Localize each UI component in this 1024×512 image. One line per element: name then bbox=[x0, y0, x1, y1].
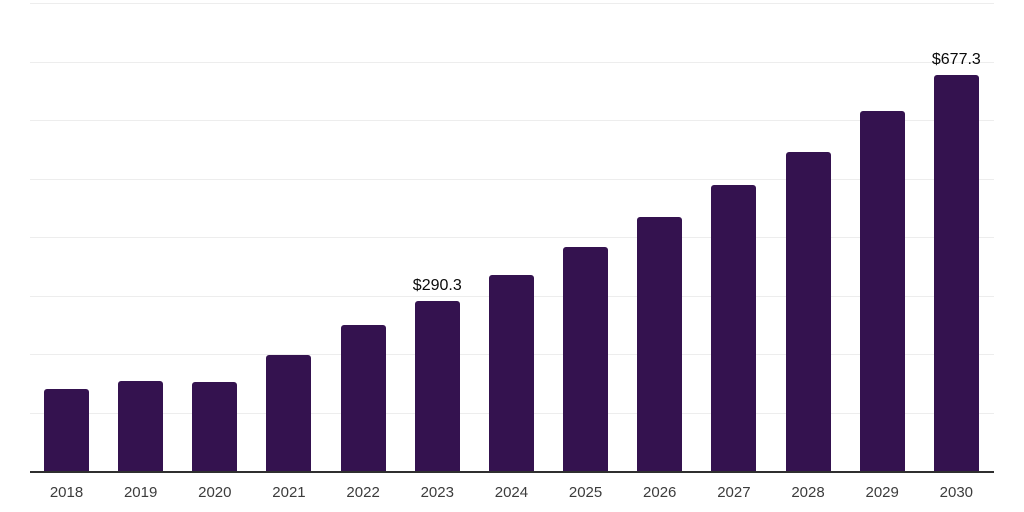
x-tick-label-2021: 2021 bbox=[272, 484, 306, 501]
gridline-600 bbox=[30, 120, 994, 121]
x-tick-label-2027: 2027 bbox=[717, 484, 751, 501]
bar-2021[interactable] bbox=[266, 355, 312, 471]
x-tick-label-2030: 2030 bbox=[939, 484, 974, 501]
x-tick-label-2023: 2023 bbox=[420, 484, 454, 501]
bar-2018[interactable] bbox=[44, 388, 89, 471]
bar-2028[interactable] bbox=[785, 152, 831, 471]
gridline-500 bbox=[30, 178, 994, 180]
bar-2023[interactable] bbox=[414, 301, 460, 471]
gridline-700 bbox=[30, 61, 994, 63]
data-label-2023: $290.3 bbox=[412, 277, 462, 295]
bar-2022[interactable] bbox=[340, 324, 386, 471]
x-tick-label-2022: 2022 bbox=[346, 484, 380, 501]
bar-2020[interactable] bbox=[192, 381, 238, 471]
bar-2030[interactable] bbox=[933, 74, 979, 471]
bar-2024[interactable] bbox=[488, 275, 534, 471]
x-tick-label-2025: 2025 bbox=[568, 484, 603, 501]
gridline-800 bbox=[30, 3, 994, 4]
gridline-400 bbox=[30, 237, 994, 238]
x-tick-label-2026: 2026 bbox=[643, 484, 677, 501]
plot-area: $290.3 $677.3 bbox=[30, 3, 994, 473]
bar-2027[interactable] bbox=[711, 184, 757, 471]
bar-2026[interactable] bbox=[637, 217, 683, 471]
bar-2025[interactable] bbox=[563, 246, 609, 471]
x-tick-label-2029: 2029 bbox=[865, 484, 899, 501]
x-tick-label-2020: 2020 bbox=[198, 484, 232, 501]
bar-2019[interactable] bbox=[118, 380, 164, 471]
data-label-2030: $677.3 bbox=[931, 50, 981, 68]
x-axis-line bbox=[30, 471, 994, 473]
x-axis-labels: 2018 2019 2020 2021 2022 2023 2024 2025 2026 2027… bbox=[30, 485, 994, 505]
x-tick-label-2018: 2018 bbox=[49, 484, 84, 501]
x-tick-label-2024: 2024 bbox=[494, 484, 529, 501]
x-tick-label-2028: 2028 bbox=[791, 484, 825, 501]
bar-2029[interactable] bbox=[859, 111, 905, 471]
x-tick-label-2019: 2019 bbox=[123, 484, 158, 501]
